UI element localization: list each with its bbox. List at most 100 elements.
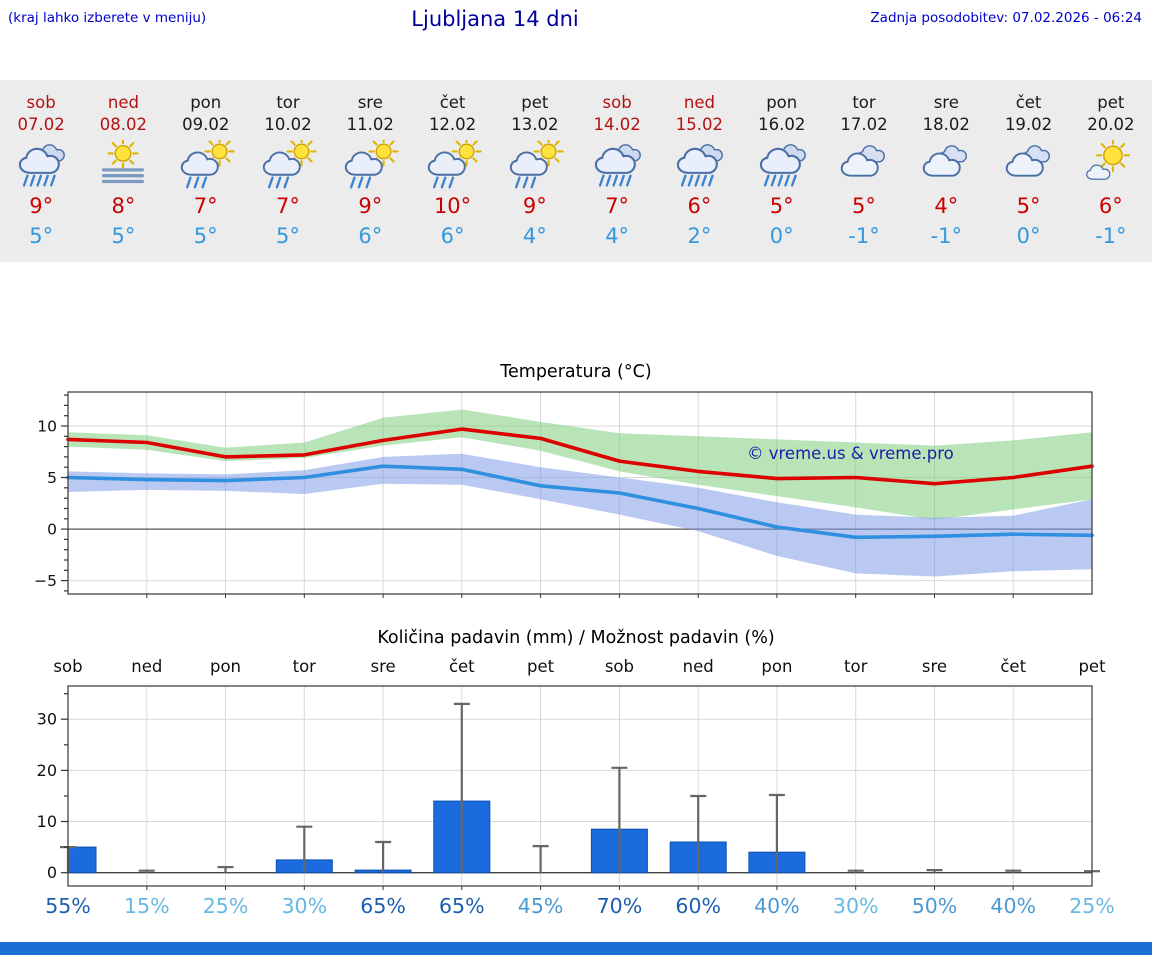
weather-icon-sun-rain <box>247 139 329 193</box>
weather-icon-sun-rain <box>411 139 493 193</box>
day-column-18.02[interactable]: sre 18.02 4° -1° <box>905 92 987 248</box>
precip-probability-label: 65% <box>439 894 485 918</box>
precip-day-label: sre <box>371 657 396 676</box>
axis-tick-label: 5 <box>47 469 57 487</box>
high-temp: 5° <box>769 193 794 218</box>
high-temp: 6° <box>1098 193 1123 218</box>
min-range-band <box>68 453 1092 577</box>
location-menu-hint: (kraj lahko izberete v meniju) <box>8 10 207 26</box>
footer-bar <box>0 941 1152 955</box>
day-name: sre <box>933 93 959 112</box>
low-temp: 5° <box>29 223 54 248</box>
weather-icon-sun-cloud <box>1070 139 1152 193</box>
day-column-15.02[interactable]: ned 15.02 6° 2° <box>658 92 740 248</box>
last-update: Zadnja posodobitev: 07.02.2026 - 06:24 <box>870 10 1142 26</box>
day-date: 17.02 <box>840 114 888 134</box>
axis-tick-label: 10 <box>37 417 57 435</box>
low-temp: 2° <box>687 223 712 248</box>
low-temp: 5° <box>276 223 300 248</box>
precip-day-label: tor <box>844 657 868 676</box>
day-column-10.02[interactable]: tor 10.02 7° 5° <box>247 92 329 248</box>
max-range-band <box>68 409 1092 520</box>
daily-forecast-strip: sob 07.02 9° 5° ned 08.02 8° 5° pon 09.0… <box>0 80 1152 262</box>
precip-day-label: sob <box>53 657 82 676</box>
precip-day-label: pet <box>1078 657 1106 676</box>
low-temp: 0° <box>769 223 794 248</box>
day-column-12.02[interactable]: čet 12.02 10° 6° <box>411 92 493 248</box>
precip-day-label: ned <box>131 657 162 676</box>
axis-tick-label: 20 <box>37 760 57 779</box>
temperature-chart-block: Temperatura (°C) −5 0 5 10 © vreme.us & vre… <box>0 362 1152 604</box>
high-temp: 7° <box>193 193 218 218</box>
low-temp: 5° <box>111 223 136 248</box>
day-name: ned <box>107 93 139 112</box>
top-bar: (kraj lahko izberete v meniju) Ljubljana… <box>0 0 1152 42</box>
weather-icon-sun-rain <box>329 139 411 193</box>
day-column-17.02[interactable]: tor 17.02 5° -1° <box>823 92 905 248</box>
day-name: tor <box>276 93 300 112</box>
high-temp: 9° <box>29 193 54 218</box>
day-column-07.02[interactable]: sob 07.02 9° 5° <box>0 92 82 248</box>
precip-day-label: pon <box>210 657 241 676</box>
day-name: pon <box>190 93 222 112</box>
precipitation-chart-block: Količina padavin (mm) / Možnost padavin … <box>0 628 1152 920</box>
watermark-link[interactable]: © vreme.us & vreme.pro <box>747 443 954 463</box>
day-name: pet <box>521 93 549 112</box>
day-name: čet <box>439 93 466 112</box>
min-temperature-line <box>66 463 1094 539</box>
low-temp: 5° <box>193 223 218 248</box>
low-temp: 6° <box>358 223 383 248</box>
precip-day-label: sob <box>605 657 634 676</box>
low-temp: -1° <box>848 223 880 248</box>
high-temp: 7° <box>605 193 630 218</box>
day-column-19.02[interactable]: čet 19.02 5° 0° <box>987 92 1069 248</box>
day-name: pet <box>1097 93 1125 112</box>
day-column-20.02[interactable]: pet 20.02 6° -1° <box>1070 92 1152 248</box>
precip-probability-label: 60% <box>675 894 721 918</box>
day-column-16.02[interactable]: pon 16.02 5° 0° <box>741 92 823 248</box>
precip-probability-label: 55% <box>45 894 91 918</box>
axis-tick-label: 30 <box>37 709 57 728</box>
precip-probability-label: 40% <box>754 894 800 918</box>
precip-day-label: pet <box>527 657 555 676</box>
day-name: ned <box>683 93 715 112</box>
day-column-08.02[interactable]: ned 08.02 8° 5° <box>82 92 164 248</box>
precip-probability-label: 45% <box>518 894 564 918</box>
day-column-09.02[interactable]: pon 09.02 7° 5° <box>165 92 247 248</box>
weather-icon-rain <box>0 139 82 193</box>
low-temp: 4° <box>605 223 630 248</box>
precip-day-label: sre <box>922 657 947 676</box>
precip-probability-label: 30% <box>282 894 328 918</box>
high-temp: 9° <box>358 193 383 218</box>
low-temp: 6° <box>440 223 465 248</box>
weather-icon-cloud <box>905 139 987 193</box>
axis-tick-label: 10 <box>37 812 57 831</box>
day-date: 10.02 <box>264 114 312 134</box>
day-date: 09.02 <box>182 114 230 134</box>
day-name: sre <box>357 93 383 112</box>
weather-icon-cloud <box>987 139 1069 193</box>
precip-probability-label: 65% <box>360 894 406 918</box>
temperature-chart: −5 0 5 10 <box>34 390 1094 598</box>
day-column-11.02[interactable]: sre 11.02 9° 6° <box>329 92 411 248</box>
weather-icon-rain <box>658 139 740 193</box>
day-date: 12.02 <box>428 114 477 134</box>
precip-probability-label: 50% <box>912 894 958 918</box>
precip-day-label: pon <box>761 657 792 676</box>
precipitation-chart: sob ned pon tor sre čet pet sob ned pon tor sre čet p… <box>37 657 1115 918</box>
weather-icon-rain <box>576 139 658 193</box>
axis-tick-label: −5 <box>34 572 57 590</box>
high-temp: 10° <box>433 193 472 218</box>
precip-probability-label: 15% <box>124 894 170 918</box>
day-date: 07.02 <box>17 114 65 134</box>
day-name: tor <box>852 93 876 112</box>
low-temp: 4° <box>522 223 547 248</box>
day-date: 13.02 <box>511 114 559 134</box>
day-column-13.02[interactable]: pet 13.02 9° 4° <box>494 92 576 248</box>
weather-icon-rain <box>741 139 823 193</box>
precip-day-label: čet <box>1000 657 1026 676</box>
day-column-14.02[interactable]: sob 14.02 7° 4° <box>576 92 658 248</box>
day-date: 08.02 <box>99 114 148 134</box>
precip-day-label: ned <box>683 657 714 676</box>
precip-day-label: čet <box>449 657 475 676</box>
